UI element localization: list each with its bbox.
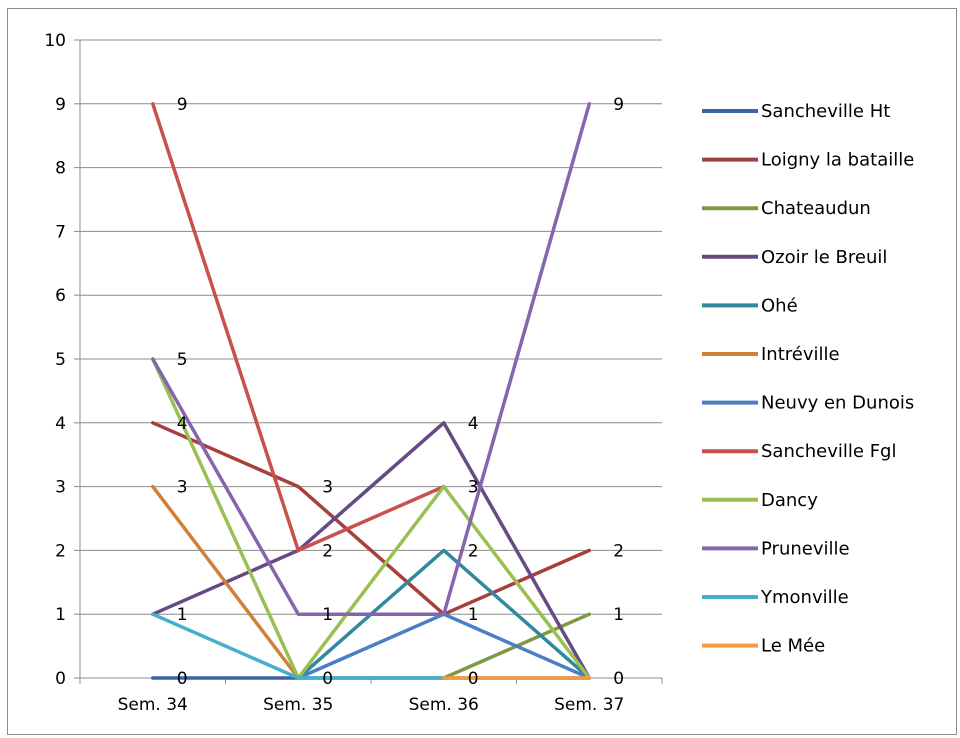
series-line: [296, 612, 592, 680]
legend-label: Ohé: [761, 295, 798, 316]
legend-label: Dancy: [761, 490, 818, 511]
data-label: 4: [177, 414, 188, 434]
legend: Sancheville Ht Loigny la bataille Chateaud…: [702, 101, 914, 657]
legend-label: Intréville: [761, 344, 840, 365]
legend-label: Loigny la bataille: [761, 150, 914, 171]
legend-label: Chateaudun: [761, 198, 871, 219]
legend-label: Sancheville Fgl: [761, 441, 896, 462]
data-label: 9: [613, 95, 624, 115]
y-tick-label: 10: [44, 31, 66, 51]
y-tick-label: 0: [55, 669, 66, 689]
data-label: 0: [177, 669, 188, 689]
data-label: 9: [177, 95, 188, 115]
y-tick-label: 8: [55, 159, 66, 179]
series-line: [151, 612, 446, 680]
legend-label: Ymonville: [760, 587, 849, 608]
legend-label: Le Mée: [761, 636, 825, 657]
legend-label: Sancheville Ht: [761, 101, 890, 122]
y-tick-label: 4: [55, 414, 66, 434]
data-label: 3: [322, 478, 333, 498]
x-tick-label: Sem. 35: [263, 695, 333, 715]
y-tick-label: 9: [55, 95, 66, 115]
data-label: 5: [177, 350, 188, 370]
y-tick-label: 2: [55, 541, 66, 561]
y-tick-label: 1: [55, 605, 66, 625]
data-label: 2: [468, 541, 479, 561]
series-line: [151, 102, 592, 616]
data-label: 0: [613, 669, 624, 689]
data-label: 3: [177, 478, 188, 498]
series-line: [296, 548, 592, 680]
data-label: 2: [613, 541, 624, 561]
data-label: 4: [468, 414, 479, 434]
y-axis: 0 1 2 3 4 5 6 7 8 9 10: [44, 31, 81, 689]
y-tick-label: 7: [55, 222, 66, 242]
data-label: 1: [613, 605, 624, 625]
y-tick-label: 5: [55, 350, 66, 370]
data-label: 0: [322, 669, 333, 689]
y-tick-label: 3: [55, 478, 66, 498]
data-labels: 9 5 4 3 1 0 3 2 1 0 4 3 2 1 0 9 2 1 0: [177, 95, 624, 689]
series-line: [151, 357, 592, 680]
data-label: 1: [322, 605, 333, 625]
data-label: 0: [468, 669, 479, 689]
data-label: 1: [468, 605, 479, 625]
legend-label: Pruneville: [761, 538, 850, 559]
x-tick-label: Sem. 36: [409, 695, 479, 715]
series-line: [151, 102, 446, 553]
x-tick-label: Sem. 37: [554, 695, 624, 715]
legend-label: Ozoir le Breuil: [761, 247, 887, 268]
x-tick-label: Sem. 34: [118, 695, 188, 715]
data-label: 1: [177, 605, 188, 625]
series-line: [151, 484, 301, 680]
data-label: 3: [468, 478, 479, 498]
series-lines: [151, 102, 592, 680]
legend-label: Neuvy en Dunois: [761, 393, 914, 414]
data-label: 2: [322, 541, 333, 561]
y-tick-label: 6: [55, 286, 66, 306]
x-axis: Sem. 34 Sem. 35 Sem. 36 Sem. 37: [79, 678, 663, 715]
